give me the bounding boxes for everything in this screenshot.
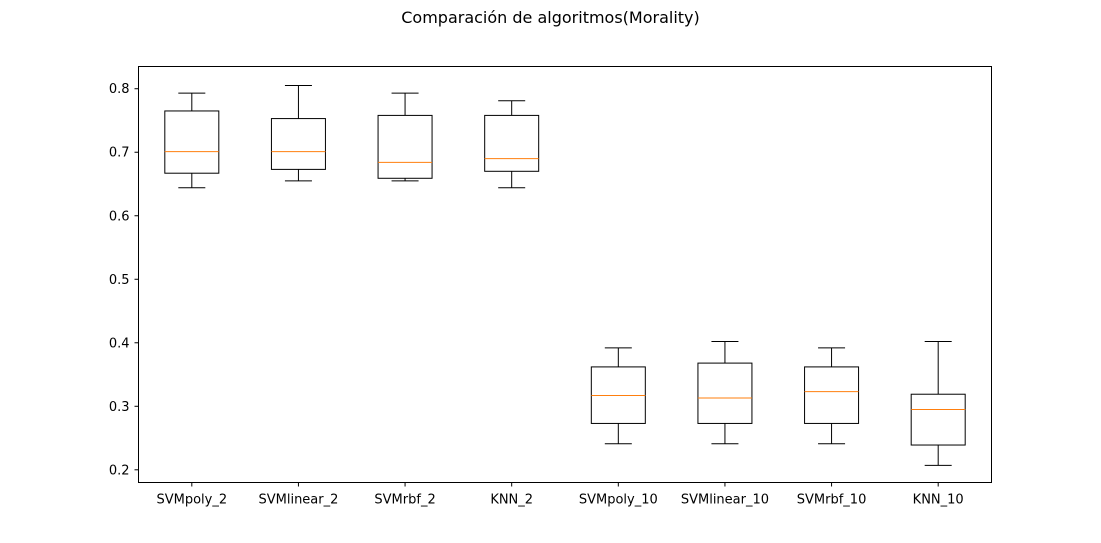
x-tick-label: SVMpoly_2	[156, 493, 227, 508]
y-tick-label: 0.5	[109, 273, 130, 288]
chart-title: Comparación de algoritmos(Morality)	[401, 8, 700, 27]
box-SVMlinear_10	[697, 341, 753, 445]
y-tick-label: 0.3	[109, 400, 130, 415]
y-tick-label: 0.7	[109, 146, 130, 161]
axes-layer: SVMpoly_2 SVMlinear_2 SVMrbf_2 KNN_2 SVMpoly…	[109, 82, 964, 507]
iqr-box	[484, 114, 540, 172]
box-SVMlinear_2	[270, 85, 326, 182]
y-tick-label: 0.4	[109, 336, 130, 351]
box-SVMpoly_2	[164, 92, 220, 189]
y-tick-label: 0.2	[109, 463, 130, 478]
x-tick-label: KNN_2	[490, 493, 533, 508]
box-SVMpoly_10	[590, 347, 646, 445]
x-tick-label: KNN_10	[913, 493, 964, 508]
box-KNN_2	[484, 100, 540, 189]
x-tick-label: SVMpoly_10	[579, 493, 658, 508]
x-tick-label: SVMrbf_10	[797, 493, 867, 508]
x-tick-label: SVMlinear_2	[258, 493, 338, 508]
iqr-box	[164, 110, 220, 174]
iqr-box	[270, 118, 326, 170]
x-tick-label: SVMlinear_10	[681, 493, 769, 508]
iqr-box	[804, 366, 860, 424]
boxes-layer	[164, 85, 966, 466]
x-tick-label: SVMrbf_2	[374, 493, 435, 508]
iqr-box	[910, 393, 966, 446]
box-KNN_10	[910, 341, 966, 466]
y-tick-label: 0.8	[109, 82, 130, 97]
box-SVMrbf_2	[377, 92, 433, 182]
iqr-box	[377, 114, 433, 179]
box-SVMrbf_10	[804, 347, 860, 445]
iqr-box	[697, 362, 753, 424]
y-tick-label: 0.6	[109, 209, 130, 224]
plot-frame	[138, 66, 992, 483]
